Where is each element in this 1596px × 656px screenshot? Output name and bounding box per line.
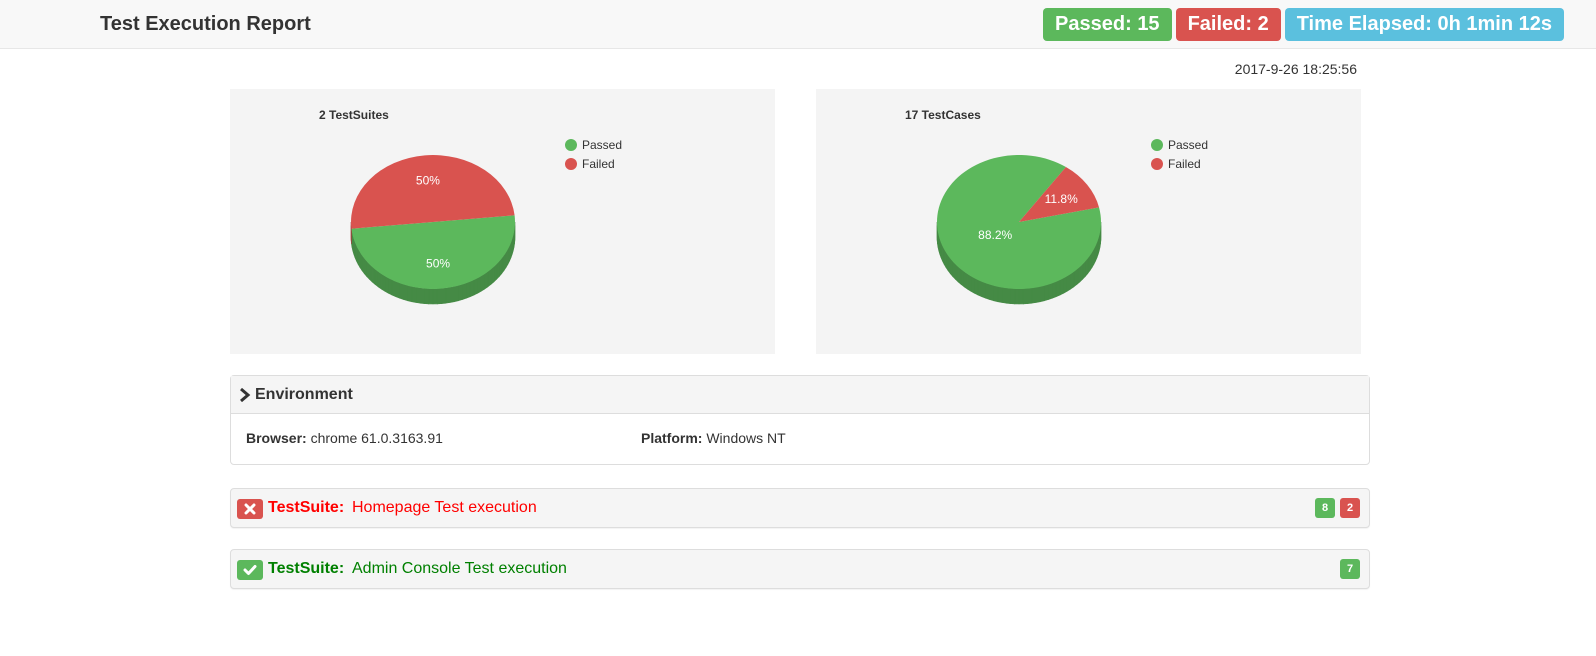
legend-label-passed: Passed <box>582 138 622 152</box>
environment-body: Browser: chrome 61.0.3163.91 Platform: W… <box>231 414 1369 464</box>
testsuite-row-admin-console[interactable]: TestSuite: Admin Console Test execution … <box>230 549 1370 589</box>
legend-marker-passed <box>1151 139 1163 151</box>
testsuite-row-homepage[interactable]: TestSuite: Homepage Test execution 8 2 <box>230 488 1370 528</box>
report-timestamp: 2017-9-26 18:25:56 <box>1234 61 1357 77</box>
testcases-chart-panel: 17 TestCases 88.2% 11.8% Passed Failed <box>816 89 1361 354</box>
browser-info: Browser: chrome 61.0.3163.91 <box>246 430 443 446</box>
chart-title: 17 TestCases <box>905 108 981 122</box>
pie-slice-label: 50% <box>416 174 440 188</box>
testcases-pie-chart: 17 TestCases 88.2% 11.8% Passed Failed <box>905 108 1208 305</box>
failed-status-icon <box>237 499 263 519</box>
chart-title: 2 TestSuites <box>319 108 389 122</box>
testsuite-name: Admin Console Test execution <box>352 560 567 577</box>
legend-label-passed: Passed <box>1168 138 1208 152</box>
legend-label-failed: Failed <box>1168 157 1201 171</box>
passed-count-badge: 8 <box>1315 498 1335 518</box>
passed-count-badge: 7 <box>1340 559 1360 579</box>
environment-panel-heading[interactable]: Environment <box>231 376 1369 414</box>
environment-title: Environment <box>255 385 353 403</box>
report-title: Test Execution Report <box>100 13 311 35</box>
browser-label: Browser: <box>246 430 307 446</box>
summary-badges: Passed: 15 Failed: 2 Time Elapsed: 0h 1m… <box>1043 8 1564 41</box>
time-elapsed-badge: Time Elapsed: 0h 1min 12s <box>1284 8 1564 41</box>
testsuites-pie-chart: 2 TestSuites 50% 50% Passed Failed <box>319 108 622 305</box>
legend-marker-failed <box>565 158 577 170</box>
passed-status-icon <box>237 560 263 580</box>
environment-panel: Environment Browser: chrome 61.0.3163.91… <box>230 375 1370 465</box>
testsuite-name: Homepage Test execution <box>352 499 537 516</box>
pie-slice-label: 11.8% <box>1045 192 1078 206</box>
platform-value: Windows NT <box>706 430 786 446</box>
pie-slice-label: 88.2% <box>978 228 1012 242</box>
pie-slice-failed <box>1019 167 1100 222</box>
legend-marker-failed <box>1151 158 1163 170</box>
browser-value: chrome 61.0.3163.91 <box>310 430 443 446</box>
testsuite-label: TestSuite: <box>268 499 345 516</box>
pie-slice-passed <box>351 215 515 289</box>
platform-info: Platform: Windows NT <box>641 430 786 446</box>
failed-summary-badge: Failed: 2 <box>1175 8 1281 41</box>
pie-slice-passed <box>937 154 1101 289</box>
testsuite-label: TestSuite: <box>268 560 345 577</box>
pie-slice-label: 50% <box>426 256 450 270</box>
testsuites-chart-panel: 2 TestSuites 50% 50% Passed Failed <box>230 89 775 354</box>
top-navbar: Test Execution Report Passed: 15 Failed:… <box>0 0 1596 49</box>
chevron-right-icon <box>239 387 251 402</box>
pie-slice-failed <box>351 155 515 229</box>
passed-summary-badge: Passed: 15 <box>1043 8 1172 41</box>
legend-label-failed: Failed <box>582 157 615 171</box>
legend-marker-passed <box>565 139 577 151</box>
failed-count-badge: 2 <box>1340 498 1360 518</box>
platform-label: Platform: <box>641 430 703 446</box>
